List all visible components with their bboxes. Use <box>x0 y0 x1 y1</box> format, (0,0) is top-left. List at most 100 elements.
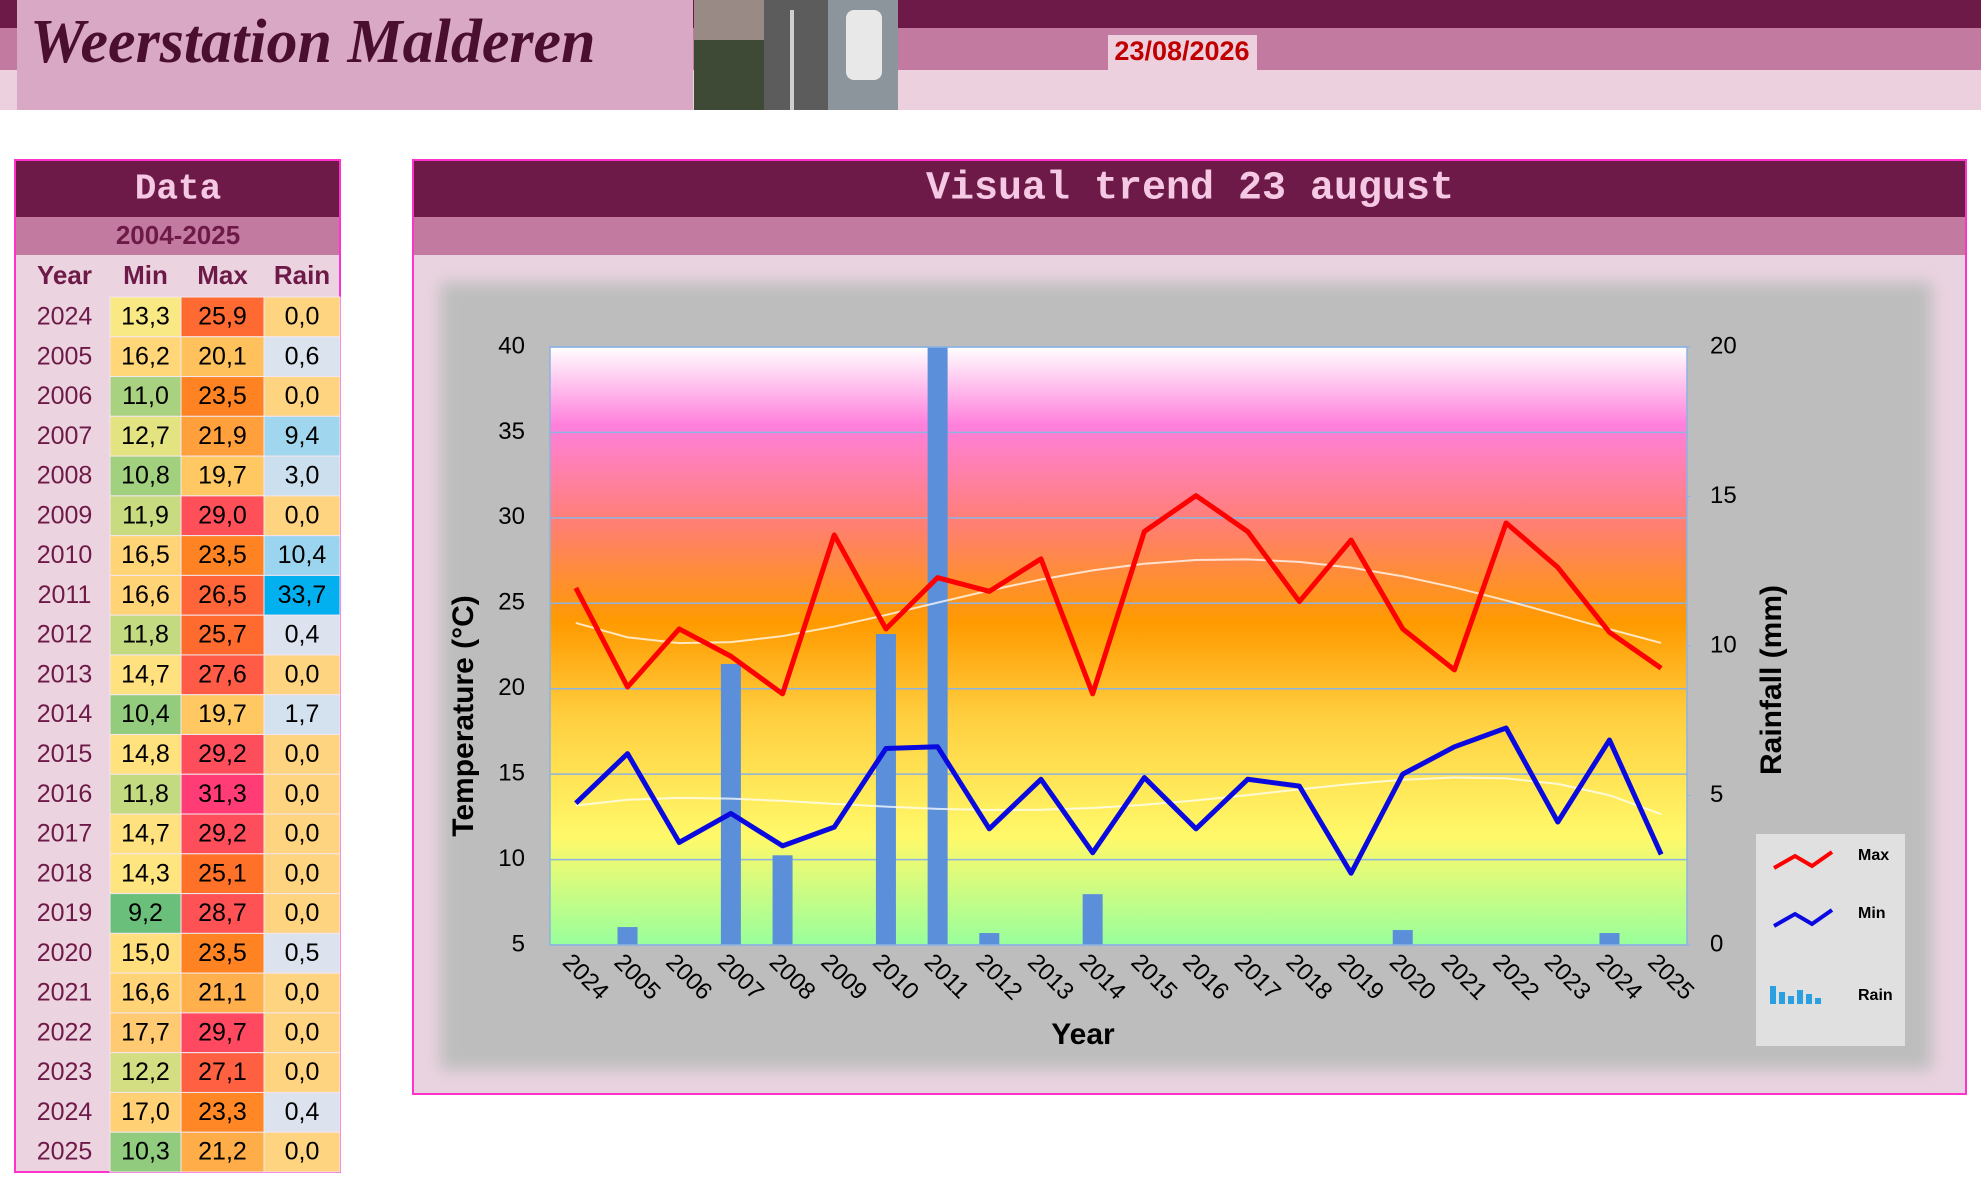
value-cell: 0,0 <box>285 979 320 1007</box>
x-axis-title: Year <box>1051 1018 1115 1051</box>
cell-background <box>180 415 265 457</box>
year-cell: 2006 <box>37 382 93 410</box>
value-cell: 0,0 <box>285 501 320 529</box>
value-cell: 12,7 <box>121 422 170 450</box>
column-header: Year <box>37 260 92 290</box>
value-cell: 0,0 <box>285 302 320 330</box>
chart-title: Visual trend 23 august <box>926 167 1454 212</box>
legend-label: Min <box>1858 905 1886 922</box>
y2-tick-label: 10 <box>1710 631 1737 658</box>
chart-title-band <box>414 161 1965 217</box>
value-cell: 31,3 <box>198 780 247 808</box>
y-tick-label: 35 <box>498 418 525 445</box>
y2-tick-label: 5 <box>1710 781 1723 808</box>
year-cell: 2005 <box>37 342 93 370</box>
value-cell: 16,5 <box>121 541 170 569</box>
value-cell: 0,0 <box>285 740 320 768</box>
y-tick-label: 25 <box>498 589 525 616</box>
cell-background <box>263 495 341 537</box>
value-cell: 33,7 <box>278 581 327 609</box>
value-cell: 23,5 <box>198 382 247 410</box>
column-header: Rain <box>274 260 330 290</box>
table-subtitle: 2004-2025 <box>116 220 240 250</box>
cell-background <box>263 734 341 775</box>
cell-background <box>180 574 265 616</box>
value-cell: 21,1 <box>198 979 247 1007</box>
value-cell: 17,0 <box>121 1098 170 1126</box>
year-cell: 2023 <box>37 1058 93 1086</box>
y-tick-label: 30 <box>498 503 525 530</box>
plot-border <box>549 346 1688 946</box>
year-cell: 2017 <box>37 820 93 848</box>
value-cell: 20,1 <box>198 342 247 370</box>
year-cell: 2007 <box>37 422 93 450</box>
value-cell: 1,7 <box>285 700 320 728</box>
year-cell: 2008 <box>37 462 93 490</box>
value-cell: 23,5 <box>198 939 247 967</box>
series-line <box>573 493 1663 697</box>
value-cell: 0,5 <box>285 939 320 967</box>
value-cell: 11,8 <box>122 621 169 649</box>
value-cell: 17,7 <box>121 1018 170 1046</box>
rain-bar <box>927 347 948 945</box>
value-cell: 0,0 <box>285 660 320 688</box>
value-cell: 29,7 <box>198 1018 247 1046</box>
legend-icon <box>1788 996 1794 1004</box>
value-cell: 21,9 <box>198 422 247 450</box>
cell-background <box>109 535 182 576</box>
rain-bar <box>875 634 896 945</box>
table-title: Data <box>135 169 221 210</box>
cell-background <box>109 694 182 736</box>
legend-box <box>1756 834 1905 1046</box>
value-cell: 16,6 <box>121 979 170 1007</box>
value-cell: 14,7 <box>121 820 170 848</box>
value-cell: 3,0 <box>285 462 320 490</box>
rain-bar <box>1599 933 1620 945</box>
value-cell: 11,8 <box>122 780 169 808</box>
cell-background <box>263 574 341 616</box>
cell-background <box>109 1012 182 1054</box>
value-cell: 16,2 <box>121 342 170 370</box>
cell-background <box>263 614 341 656</box>
y-tick-label: 20 <box>498 674 525 701</box>
cell-background <box>109 376 182 417</box>
value-cell: 0,0 <box>285 820 320 848</box>
bars <box>617 347 1620 945</box>
cell-background <box>263 1052 341 1093</box>
value-cell: 25,7 <box>198 621 247 649</box>
cell-background <box>180 654 265 696</box>
value-cell: 15,0 <box>121 939 170 967</box>
value-cell: 0,0 <box>285 780 320 808</box>
value-cell: 25,9 <box>198 302 247 330</box>
cell-background <box>263 654 341 696</box>
value-cell: 28,7 <box>198 899 247 927</box>
cell-background <box>180 495 265 537</box>
cell-background <box>109 1131 182 1173</box>
value-cell: 0,0 <box>285 859 320 887</box>
cell-background <box>109 893 182 934</box>
year-cell: 2013 <box>37 660 93 688</box>
value-cell: 21,2 <box>198 1138 247 1166</box>
value-cell: 10,8 <box>121 462 170 490</box>
rain-bar <box>617 927 638 945</box>
date-box <box>1108 35 1257 70</box>
title-box <box>17 0 693 110</box>
year-cell: 2016 <box>37 780 93 808</box>
cell-background <box>109 574 182 616</box>
value-cell: 0,4 <box>285 621 320 649</box>
cell-background <box>180 535 265 576</box>
value-cell: 14,3 <box>121 859 170 887</box>
year-cell: 2025 <box>37 1138 93 1166</box>
column-header: Max <box>197 260 248 290</box>
value-cell: 27,1 <box>198 1058 247 1086</box>
value-cell: 0,0 <box>285 1138 320 1166</box>
cell-background <box>263 893 341 934</box>
y2-tick-label: 20 <box>1710 332 1737 359</box>
value-cell: 14,8 <box>121 740 170 768</box>
cell-background <box>180 853 265 895</box>
cell-background <box>109 1091 182 1133</box>
cell-background <box>263 773 341 815</box>
series-line <box>574 725 1664 876</box>
rain-bar <box>772 855 793 945</box>
